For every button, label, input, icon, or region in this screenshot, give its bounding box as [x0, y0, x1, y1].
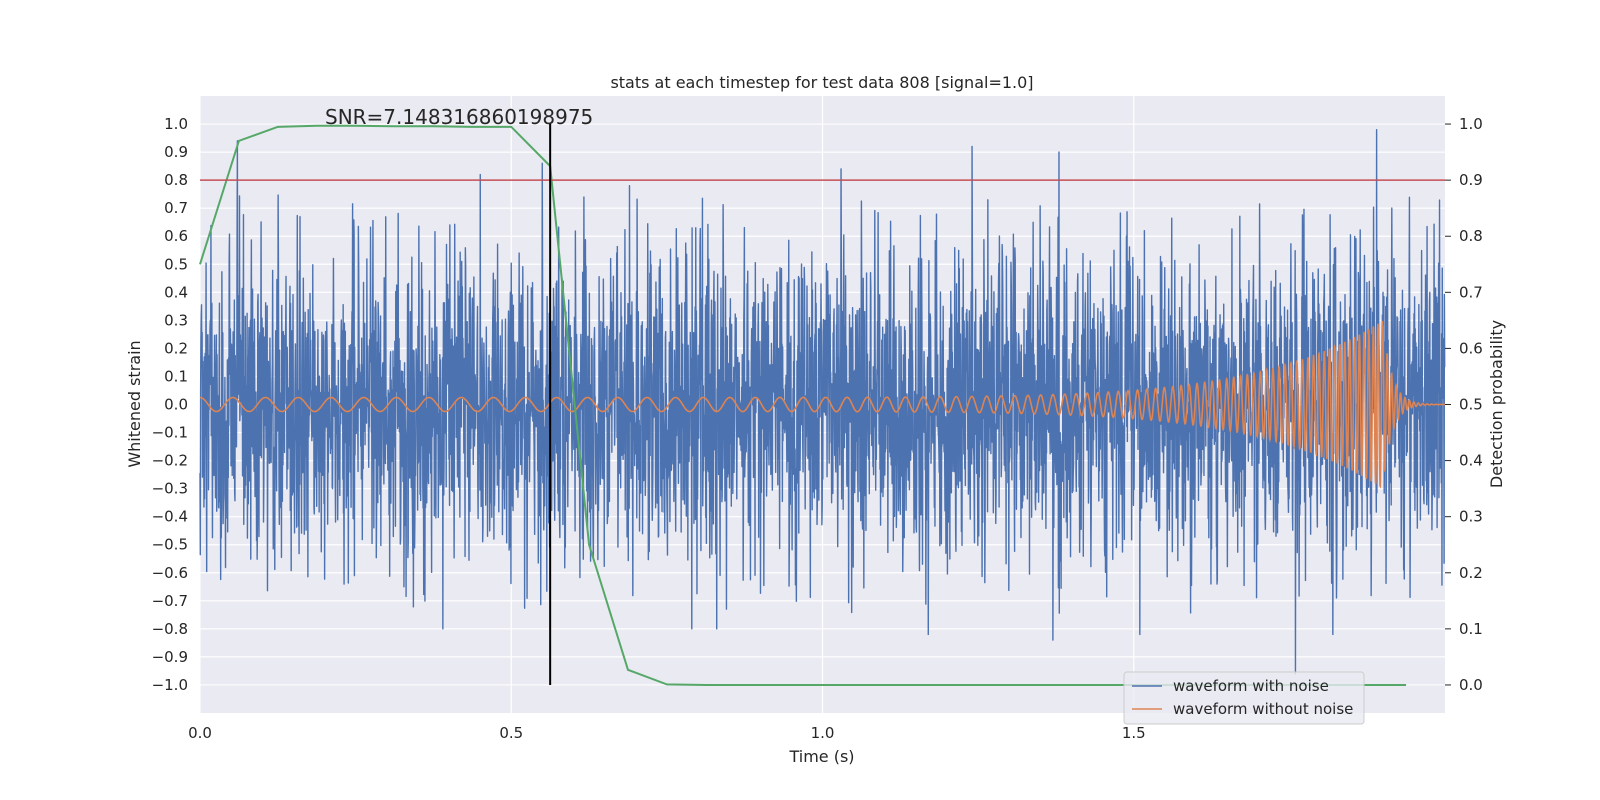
- y-left-tick-label: 0.2: [164, 339, 188, 357]
- y-right-tick-label: 0.5: [1459, 396, 1483, 414]
- series-waveform-without-noise: [200, 320, 1445, 489]
- x-tick-label: 0.0: [188, 724, 212, 742]
- y-left-tick-label: −1.0: [152, 676, 188, 694]
- y-left-tick-label: −0.7: [152, 592, 188, 610]
- y-left-tick-label: −0.9: [152, 648, 188, 666]
- ticks: 0.0 0.5 1.0 1.5 1.0 0.9 0.8 0.7 0.6 0.5 0.4 0.3 0.2 0…: [152, 115, 1483, 742]
- y-left-tick-label: 0.3: [164, 311, 188, 329]
- y-left-tick-label: 0.4: [164, 283, 188, 301]
- y-right-tick-label: 0.0: [1459, 676, 1483, 694]
- x-axis-title: Time (s): [788, 747, 854, 766]
- y-left-tick-label: 0.7: [164, 199, 188, 217]
- x-tick-label: 1.5: [1122, 724, 1146, 742]
- y-right-tick-label: 0.2: [1459, 564, 1483, 582]
- legend: waveform with noise waveform without noi…: [1123, 671, 1365, 725]
- y-right-tick-label: 1.0: [1459, 115, 1483, 133]
- y-left-tick-label: −0.3: [152, 480, 188, 498]
- y-right-tick-label: 0.7: [1459, 283, 1483, 301]
- y-right-tick-label: 0.6: [1459, 339, 1483, 357]
- y-axis-right-title: Detection probability: [1487, 320, 1506, 488]
- y-left-tick-label: −0.8: [152, 620, 188, 638]
- y-left-tick-label: 0.0: [164, 396, 188, 414]
- y-axis-left-title: Whitened strain: [125, 340, 144, 467]
- y-left-tick-label: 0.8: [164, 171, 188, 189]
- legend-box: [1123, 671, 1365, 725]
- y-left-tick-label: 0.6: [164, 227, 188, 245]
- waveform-without-noise-line: [200, 320, 1445, 489]
- y-left-tick-label: 0.9: [164, 143, 188, 161]
- y-left-tick-label: −0.6: [152, 564, 188, 582]
- snr-annotation: SNR=7.148316860198975: [325, 105, 593, 129]
- y-left-tick-label: −0.4: [152, 508, 188, 526]
- legend-label-noise: waveform with noise: [1173, 677, 1329, 695]
- y-left-tick-label: 0.1: [164, 367, 188, 385]
- y-left-tick-label: 0.5: [164, 255, 188, 273]
- y-right-tick-label: 0.1: [1459, 620, 1483, 638]
- y-left-tick-label: −0.5: [152, 536, 188, 554]
- x-tick-label: 0.5: [499, 724, 523, 742]
- chart-title: stats at each timestep for test data 808…: [610, 73, 1033, 92]
- y-right-tick-label: 0.9: [1459, 171, 1483, 189]
- y-left-tick-label: −0.2: [152, 452, 188, 470]
- x-tick-label: 1.0: [811, 724, 835, 742]
- y-right-tick-label: 0.8: [1459, 227, 1483, 245]
- y-left-tick-label: 1.0: [164, 115, 188, 133]
- y-right-tick-label: 0.4: [1459, 452, 1483, 470]
- y-right-tick-label: 0.3: [1459, 508, 1483, 526]
- legend-label-clean: waveform without noise: [1173, 700, 1353, 718]
- y-left-tick-label: −0.1: [152, 424, 188, 442]
